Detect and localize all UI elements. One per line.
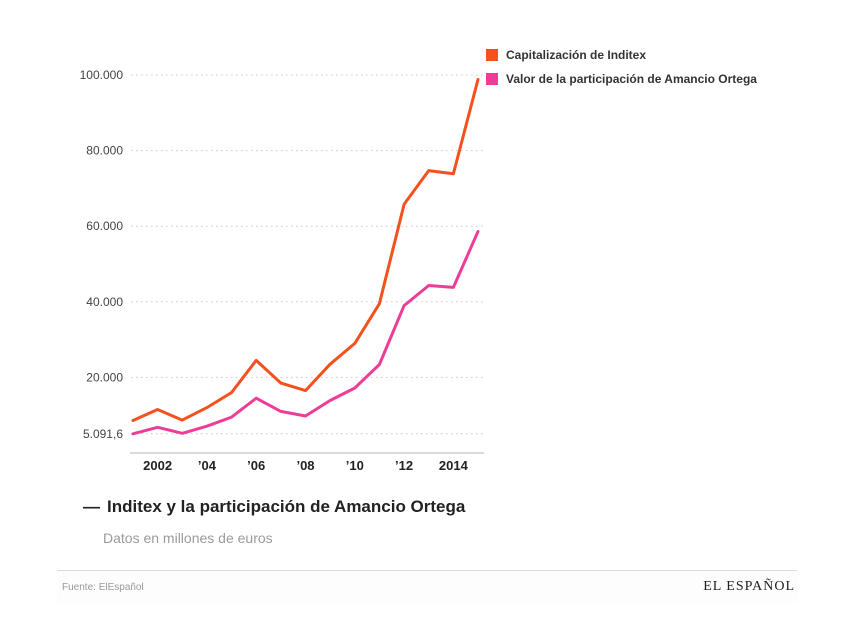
source-credit: Fuente: ElEspañol bbox=[62, 581, 144, 593]
x-tick-label: 2014 bbox=[439, 458, 469, 473]
legend-label: Valor de la participación de Amancio Ort… bbox=[506, 72, 757, 86]
legend-label: Capitalización de Inditex bbox=[506, 48, 647, 62]
series-line-0 bbox=[131, 78, 480, 422]
y-tick-label: 5.091,6 bbox=[83, 427, 123, 441]
footer: Fuente: ElEspañol EL ESPAÑOL bbox=[57, 570, 797, 603]
y-tick-label: 80.000 bbox=[86, 144, 123, 158]
legend-item: Valor de la participación de Amancio Ort… bbox=[486, 72, 757, 86]
x-tick-label: ’10 bbox=[346, 458, 364, 473]
x-tick-label: 2002 bbox=[143, 458, 172, 473]
chart-subtitle: Datos en millones de euros bbox=[103, 530, 273, 546]
y-tick-label: 60.000 bbox=[86, 219, 123, 233]
x-tick-label: ’04 bbox=[198, 458, 217, 473]
legend-item: Capitalización de Inditex bbox=[486, 48, 757, 62]
title-dash: — bbox=[83, 497, 100, 516]
brand-logo: EL ESPAÑOL bbox=[703, 579, 795, 594]
chart-legend: Capitalización de Inditex Valor de la par… bbox=[486, 48, 757, 86]
x-tick-label: ’06 bbox=[247, 458, 265, 473]
x-tick-label: ’08 bbox=[296, 458, 314, 473]
chart-title-row: — Inditex y la participación de Amancio … bbox=[83, 497, 465, 517]
legend-swatch bbox=[486, 49, 498, 61]
y-tick-label: 40.000 bbox=[86, 295, 123, 309]
chart-title: Inditex y la participación de Amancio Or… bbox=[107, 497, 466, 516]
x-tick-label: ’12 bbox=[395, 458, 413, 473]
chart-canvas: 100.000 80.000 60.000 40.000 20.000 5.091,6 20… bbox=[80, 68, 484, 473]
legend-swatch bbox=[486, 73, 498, 85]
chart-caption: — Inditex y la participación de Amancio … bbox=[83, 497, 465, 546]
y-tick-label: 20.000 bbox=[86, 370, 123, 384]
line-chart: 100.000 80.000 60.000 40.000 20.000 5.091,6 20… bbox=[80, 48, 757, 473]
series-line-1 bbox=[131, 230, 480, 436]
y-tick-label: 100.000 bbox=[80, 68, 124, 82]
